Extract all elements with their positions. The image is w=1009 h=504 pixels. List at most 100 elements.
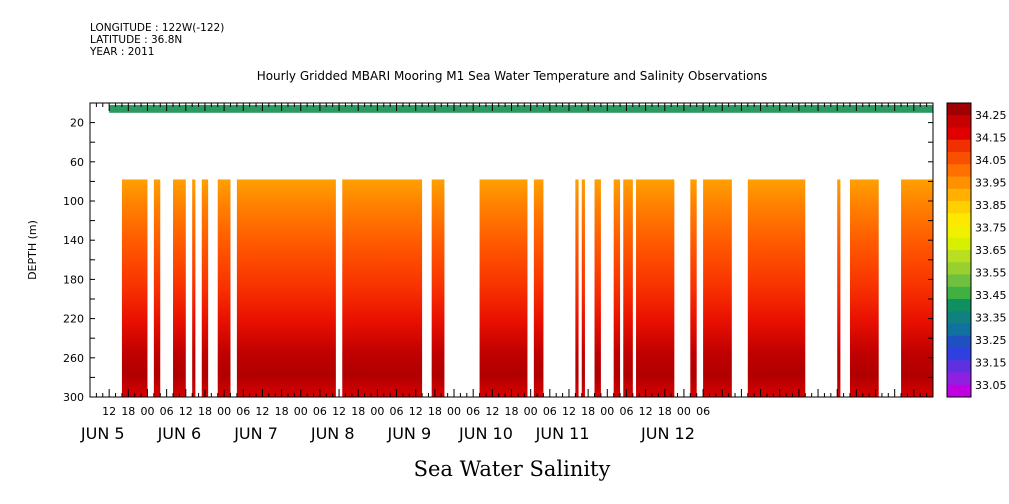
colorbar-swatch — [947, 323, 971, 337]
x-hour-label: 00 — [600, 405, 614, 418]
colorbar-swatch — [947, 164, 971, 177]
colorbar-swatch — [947, 201, 971, 214]
x-hour-label: 18 — [198, 405, 212, 418]
colorbar-swatch — [947, 274, 971, 288]
data-column — [217, 179, 231, 397]
colorbar-swatch — [947, 262, 971, 275]
x-hour-label: 00 — [217, 405, 231, 418]
colorbar-swatch — [947, 188, 971, 202]
x-hour-label: 06 — [696, 405, 710, 418]
x-hour-label: 06 — [466, 405, 480, 418]
colorbar-label: 33.55 — [975, 267, 1007, 280]
data-column — [901, 179, 933, 397]
data-column — [594, 179, 601, 397]
data-column — [613, 179, 621, 397]
colorbar-label: 33.15 — [975, 357, 1007, 370]
y-tick-label: 260 — [63, 352, 84, 365]
x-hour-label: 06 — [543, 405, 557, 418]
data-column — [342, 179, 423, 397]
x-day-label: JUN 10 — [458, 424, 513, 443]
x-hour-label: 18 — [658, 405, 672, 418]
colorbar-label: 33.25 — [975, 334, 1007, 347]
x-hour-label: 12 — [485, 405, 499, 418]
x-hour-label: 00 — [370, 405, 384, 418]
colorbar-swatch — [947, 384, 971, 398]
data-column — [575, 179, 579, 397]
colorbar-swatch — [947, 286, 971, 300]
y-axis-label: DEPTH (m) — [26, 220, 39, 280]
data-column — [153, 179, 161, 397]
colorbar-swatch — [947, 237, 971, 251]
colorbar-label: 34.25 — [975, 109, 1007, 122]
x-day-label: JUN 12 — [640, 424, 695, 443]
data-column — [533, 179, 544, 397]
x-hour-label: 18 — [505, 405, 519, 418]
longitude-label: LONGITUDE : 122W(-122) — [90, 22, 225, 34]
x-hour-label: 00 — [677, 405, 691, 418]
y-tick-label: 100 — [63, 195, 84, 208]
x-hour-label: 06 — [236, 405, 250, 418]
y-tick-label: 140 — [63, 234, 84, 247]
year-label: YEAR : 2011 — [90, 46, 155, 58]
colorbar-label: 33.95 — [975, 177, 1007, 190]
colorbar-swatch — [947, 225, 971, 239]
colorbar-swatch — [947, 213, 971, 226]
x-day-label: JUN 7 — [233, 424, 278, 443]
x-hour-label: 18 — [581, 405, 595, 418]
data-column — [703, 179, 732, 397]
data-column — [747, 179, 806, 397]
colorbar-swatch — [947, 152, 971, 165]
colorbar-swatch — [947, 335, 971, 349]
colorbar-swatch — [947, 250, 971, 263]
x-hour-label: 00 — [447, 405, 461, 418]
y-tick-label: 60 — [70, 156, 84, 169]
x-hour-label: 12 — [179, 405, 193, 418]
data-column — [192, 179, 196, 397]
chart-title: Hourly Gridded MBARI Mooring M1 Sea Wate… — [257, 69, 768, 83]
colorbar-swatch — [947, 311, 971, 324]
x-day-label: JUN 9 — [386, 424, 431, 443]
data-column — [623, 179, 633, 397]
latitude-label: LATITUDE : 36.8N — [90, 34, 183, 46]
colorbar-label: 33.85 — [975, 199, 1007, 212]
x-hour-label: 12 — [409, 405, 423, 418]
data-column — [173, 179, 186, 397]
data-column — [479, 179, 528, 397]
data-column — [690, 179, 697, 397]
x-hour-label: 12 — [562, 405, 576, 418]
colorbar-label: 33.05 — [975, 379, 1007, 392]
colorbar-swatch — [947, 103, 971, 116]
x-hour-label: 18 — [428, 405, 442, 418]
x-hour-label: 12 — [332, 405, 346, 418]
x-hour-label: 06 — [390, 405, 404, 418]
colorbar-label: 33.75 — [975, 222, 1007, 235]
y-tick-label: 220 — [63, 313, 84, 326]
x-hour-label: 06 — [619, 405, 633, 418]
data-column — [849, 179, 879, 397]
colorbar-label: 33.35 — [975, 312, 1007, 325]
data-column — [636, 179, 675, 397]
y-tick-label: 20 — [70, 117, 84, 130]
colorbar-swatch — [947, 360, 971, 373]
chart-subtitle: Sea Water Salinity — [414, 457, 611, 481]
x-hour-label: 00 — [140, 405, 154, 418]
y-tick-label: 180 — [63, 273, 84, 286]
y-tick-label: 300 — [63, 391, 84, 404]
x-hour-label: 00 — [524, 405, 538, 418]
data-column — [121, 179, 148, 397]
x-hour-label: 00 — [294, 405, 308, 418]
x-day-label: JUN 5 — [80, 424, 125, 443]
data-column — [837, 179, 841, 397]
colorbar-swatch — [947, 372, 971, 386]
x-hour-label: 18 — [121, 405, 135, 418]
colorbar-swatch — [947, 176, 971, 190]
data-column — [201, 179, 209, 397]
x-hour-label: 12 — [639, 405, 653, 418]
surface-salinity-band — [109, 104, 934, 113]
colorbar-frame — [946, 102, 972, 398]
x-hour-label: 12 — [255, 405, 269, 418]
colorbar-label: 33.65 — [975, 244, 1007, 257]
x-day-label: JUN 11 — [535, 424, 590, 443]
x-hour-label: 06 — [313, 405, 327, 418]
colorbar-swatch — [947, 127, 971, 141]
